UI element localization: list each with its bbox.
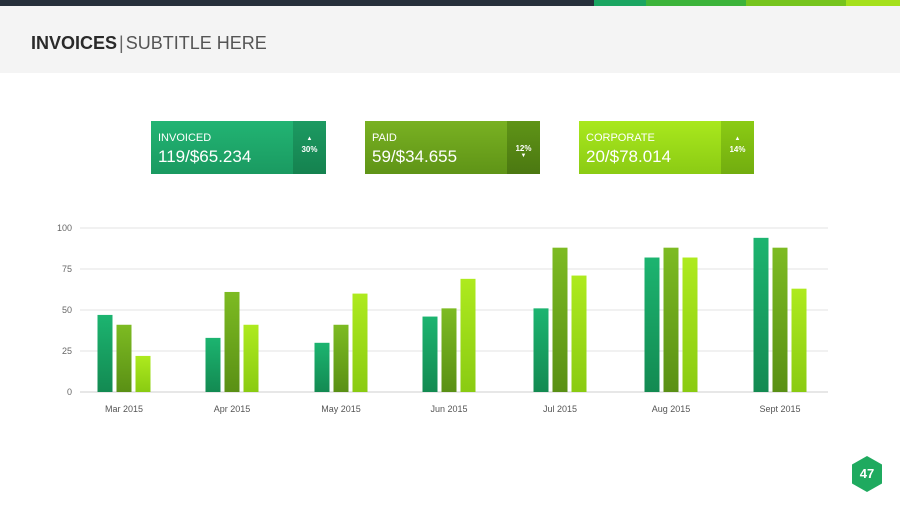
kpi-percent: 14% [729,145,746,154]
kpi-card-body [151,121,293,174]
x-tick-label: Mar 2015 [105,404,143,414]
y-tick-label: 75 [62,264,72,274]
x-tick-label: Aug 2015 [652,404,691,414]
x-tick-label: Sept 2015 [759,404,800,414]
x-tick-label: Apr 2015 [214,404,251,414]
top-bar [0,0,900,6]
bar [441,308,457,392]
y-tick-label: 0 [67,387,72,397]
top-bar-accent-4 [846,0,900,6]
bar [224,291,240,392]
subtitle-text: SUBTITLE HERE [125,33,267,53]
kpi-card-side [507,121,540,174]
bar [533,308,549,392]
bar [460,278,476,392]
y-tick-label: 100 [57,223,72,233]
page-number: 47 [859,466,875,481]
bar [682,257,698,392]
kpi-percent: 30% [301,145,318,154]
x-tick-label: May 2015 [321,404,361,414]
x-tick-label: Jun 2015 [430,404,467,414]
kpi-card-invoiced: INVOICED 119/$65.234 ▲ 30% [151,121,326,174]
slide-header [0,6,900,73]
bar [314,342,330,392]
trend-up-icon: ▲ [734,136,741,142]
bar [753,237,769,392]
bar [644,257,660,392]
bar [333,324,349,392]
axis-labels: 0 25 50 75 100 Mar 2015 Apr 2015 May 2015 Jun 20… [57,223,801,414]
kpi-value: 20/$78.014 [586,147,672,166]
bar-chart: 0 25 50 75 100 Mar 2015 Apr 2015 May 2015 Jun 20… [57,223,828,414]
kpi-value: 59/$34.655 [372,147,458,166]
title-separator: | [119,33,124,53]
bar [116,324,132,392]
bar [552,247,568,392]
bars [97,237,807,392]
x-tick-label: Jul 2015 [543,404,577,414]
trend-down-icon: ▼ [520,153,527,159]
kpi-value: 119/$65.234 [158,147,252,166]
kpi-card-body [365,121,507,174]
bar [135,355,151,392]
bar [243,324,259,392]
kpi-percent: 12% [515,144,532,153]
bar [791,288,807,392]
kpi-card-corporate: CORPORATE 20/$78.014 ▲ 14% [579,121,754,174]
kpi-label: PAID [372,132,397,144]
bar [205,337,221,392]
page-title: INVOICES | SUBTITLE HERE [31,33,267,53]
kpi-label: INVOICED [158,132,212,144]
bar [97,314,113,392]
top-bar-accent-1 [594,0,646,6]
kpi-label: CORPORATE [586,132,655,144]
bar [422,316,438,392]
trend-up-icon: ▲ [306,136,313,142]
top-bar-accent-3 [746,0,846,6]
bar [571,275,587,392]
hexagon-icon [852,456,882,492]
kpi-card-paid: PAID 59/$34.655 12% ▼ [365,121,540,174]
top-bar-accent-2 [646,0,746,6]
y-tick-label: 25 [62,346,72,356]
bar [663,247,679,392]
kpi-card-side [293,121,326,174]
kpi-card-side [721,121,754,174]
bar [772,247,788,392]
y-tick-label: 50 [62,305,72,315]
title-text: INVOICES [31,33,118,53]
bar [352,293,368,392]
kpi-card-body [579,121,721,174]
page-number-badge: 47 [850,455,884,493]
